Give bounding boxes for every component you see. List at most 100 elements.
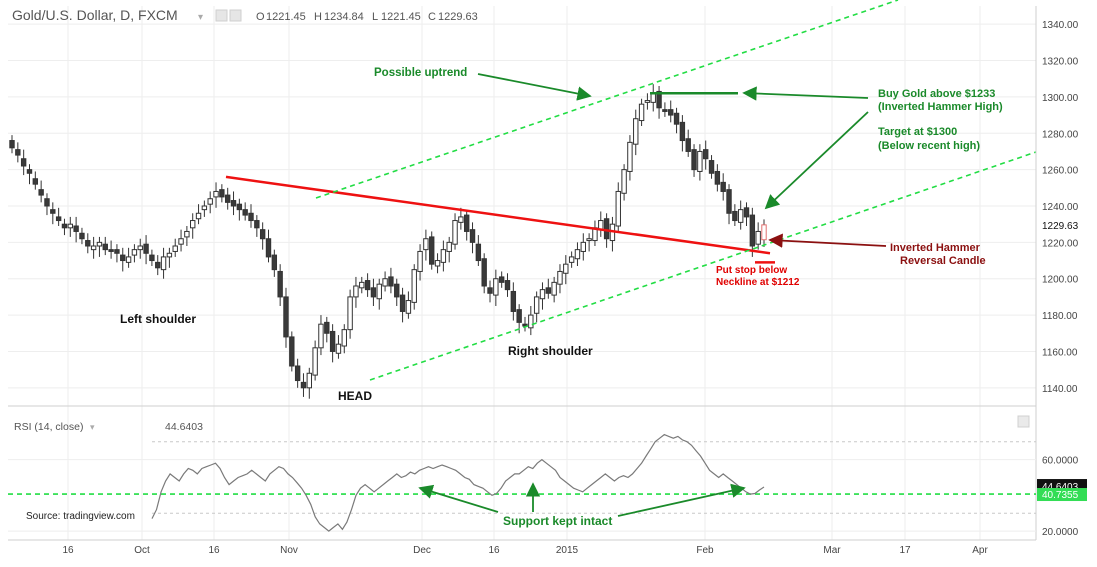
time-tick-label: 2015: [556, 545, 579, 556]
candle-body: [50, 209, 56, 214]
candle-body: [149, 254, 155, 262]
candle-body: [644, 100, 651, 103]
price-tick-label: 1180.00: [1042, 311, 1078, 322]
support-arrow-right: [617, 483, 746, 517]
candle-body: [463, 214, 470, 232]
rsi-current-label: 44.6403: [1042, 482, 1079, 493]
rsi-tick-label: 20.0000: [1042, 527, 1079, 538]
candle-body: [73, 225, 79, 232]
time-tick-label: 16: [208, 545, 220, 556]
candle-body: [271, 254, 278, 271]
candle-body: [20, 158, 27, 167]
eye-icon[interactable]: [229, 9, 242, 22]
head-label: HEAD: [338, 389, 372, 403]
price-tick-label: 1140.00: [1042, 384, 1078, 395]
candle-body: [359, 281, 365, 289]
candle-body: [184, 230, 190, 238]
uptrend-label: Possible uptrend: [374, 67, 467, 79]
ohlc-o-label: O: [256, 11, 265, 23]
candle-body: [32, 178, 39, 185]
candle-body: [277, 270, 283, 298]
price-tick-label: 1280.00: [1042, 129, 1079, 140]
candle-body: [761, 224, 767, 241]
price-tick-label: 1300.00: [1042, 93, 1079, 104]
candle-body: [551, 281, 557, 296]
candle-body: [469, 229, 476, 243]
candle-body: [743, 207, 750, 218]
candles-group: [9, 84, 767, 399]
candle-body: [190, 220, 196, 229]
candle-body: [458, 216, 464, 223]
hammer-sub-label: Reversal Candle: [900, 255, 986, 267]
lower-channel-line: [369, 151, 1037, 381]
uptrend-arrow: [477, 73, 592, 101]
candle-body: [732, 210, 738, 222]
candle-body: [44, 198, 50, 207]
symbol-title: Gold/U.S. Dollar, D, FXCM: [12, 7, 178, 23]
candle-body: [528, 314, 534, 329]
candle-body: [394, 283, 400, 298]
price-tick-label: 1160.00: [1042, 347, 1078, 358]
buy-arrow: [742, 86, 869, 101]
rsi-settings-icon[interactable]: [1017, 415, 1030, 428]
candle-body: [166, 252, 173, 258]
candle-body: [120, 254, 126, 262]
candle-body: [574, 249, 581, 260]
candle-body: [9, 140, 15, 149]
candle-body: [318, 323, 324, 349]
candle-body: [242, 209, 248, 216]
candle-body: [178, 238, 184, 245]
candle-body: [440, 249, 447, 263]
ohlc-c-label: C: [428, 11, 436, 23]
price-tick-label: 1260.00: [1042, 166, 1079, 177]
candle-body: [504, 280, 511, 291]
candle-body: [382, 278, 388, 287]
candle-body: [685, 138, 691, 152]
symbol-dropdown-icon[interactable]: ▾: [198, 12, 203, 23]
ohlc-l-label: L: [372, 11, 378, 23]
settings-icon[interactable]: [215, 9, 228, 22]
candle-body: [533, 296, 540, 314]
candle-body: [160, 256, 167, 271]
candle-body: [102, 243, 108, 251]
candle-body: [353, 285, 359, 298]
candle-body: [324, 321, 330, 334]
candle-body: [108, 249, 114, 252]
time-tick-label: Oct: [134, 545, 150, 556]
candle-body: [434, 260, 441, 267]
candle-body: [155, 261, 161, 269]
candle-body: [522, 323, 528, 327]
candle-body: [195, 212, 202, 220]
rsi-title: RSI (14, close): [14, 421, 83, 433]
price-axis: 1140.00 1160.00 1180.00 1200.00 1220.00 1240.…: [1042, 20, 1079, 395]
candle-body: [429, 236, 435, 265]
price-tick-label: 1220.00: [1042, 238, 1079, 249]
buy-label: Buy Gold above $1233: [878, 88, 995, 100]
candle-body: [15, 149, 21, 156]
candle-body: [545, 287, 552, 294]
candle-body: [656, 90, 662, 109]
candle-body: [603, 218, 610, 240]
candle-body: [364, 280, 371, 291]
stop-sub-label: Neckline at $1212: [716, 277, 800, 288]
candle-body: [755, 230, 761, 245]
candle-body: [493, 278, 499, 296]
candle-body: [312, 347, 318, 376]
candle-body: [673, 112, 680, 125]
grid: [8, 6, 1036, 540]
candle-body: [207, 198, 213, 205]
candle-body: [691, 149, 697, 171]
rsi-support-box: [1037, 488, 1087, 502]
candle-body: [638, 103, 645, 122]
candle-body: [737, 209, 744, 223]
candle-body: [79, 232, 85, 240]
time-tick-label: 16: [488, 545, 500, 556]
candle-body: [580, 241, 586, 252]
candle-body: [510, 290, 517, 312]
rsi-dropdown-icon[interactable]: ▾: [90, 422, 95, 432]
candle-body: [586, 238, 592, 242]
candle-body: [143, 243, 149, 254]
candle-body: [137, 245, 143, 251]
